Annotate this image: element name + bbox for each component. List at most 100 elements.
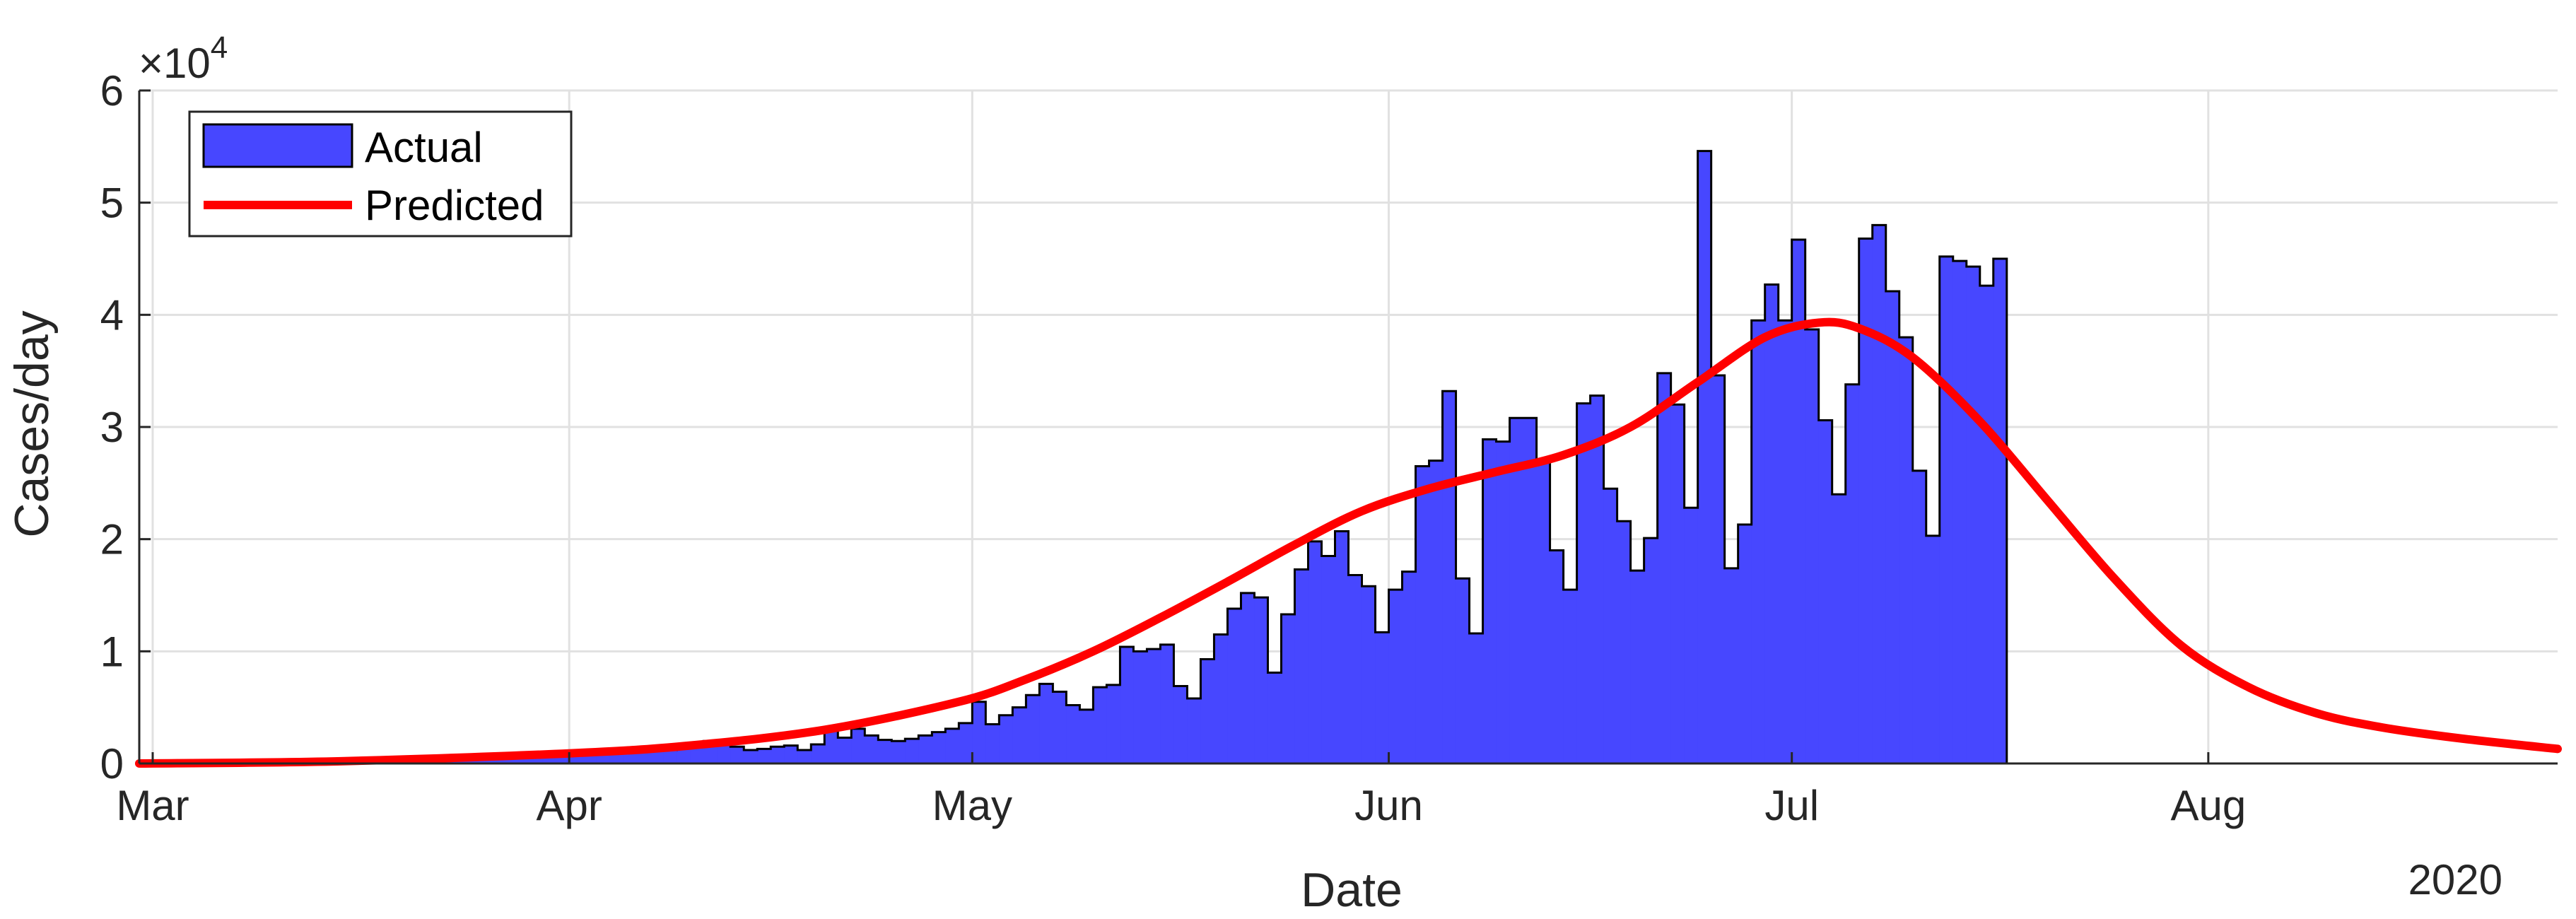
actual-bar <box>1429 460 1444 763</box>
y-tick-label: 3 <box>100 404 124 451</box>
predicted-series <box>135 317 2562 768</box>
actual-bar <box>1563 590 1578 763</box>
actual-bar <box>1764 284 1779 763</box>
actual-bar <box>797 749 812 763</box>
y-exponent-power: 4 <box>211 30 228 65</box>
actual-bar <box>1160 644 1175 763</box>
actual-bar <box>999 715 1013 763</box>
actual-bar <box>1362 586 1376 763</box>
y-axis-label: Cases/day <box>5 310 59 537</box>
actual-bar <box>1697 151 1712 763</box>
actual-bar <box>1200 659 1215 763</box>
actual-bar <box>663 749 677 763</box>
actual-bar <box>1617 521 1632 763</box>
y-tick-label: 2 <box>100 516 124 563</box>
actual-bar <box>1456 578 1470 763</box>
actual-bar <box>1308 541 1323 763</box>
actual-bar <box>891 741 906 763</box>
actual-bar <box>1147 649 1161 763</box>
actual-bar <box>972 701 986 763</box>
actual-bar <box>1093 687 1107 763</box>
actual-bar <box>1241 592 1255 763</box>
actual-bar <box>1791 240 1806 763</box>
actual-bar <box>1885 291 1900 764</box>
actual-bar <box>717 743 731 763</box>
actual-bar <box>1603 488 1618 763</box>
x-axis-label: Date <box>1301 863 1403 917</box>
actual-bar <box>1106 684 1121 763</box>
actual-bar <box>1657 373 1672 763</box>
actual-bar <box>1711 375 1726 763</box>
y-tick-label: 1 <box>100 628 124 675</box>
legend-swatch-actual <box>202 123 353 168</box>
actual-bar <box>1644 538 1658 763</box>
actual-bar <box>1778 320 1793 763</box>
year-label: 2020 <box>2408 856 2502 903</box>
actual-bar <box>1026 695 1040 763</box>
legend-label-actual: Actual <box>365 124 483 171</box>
actual-bar <box>811 744 825 763</box>
actual-bar <box>744 749 758 763</box>
actual-bar <box>1133 651 1148 763</box>
actual-bar <box>1751 320 1766 763</box>
x-tick-label: Apr <box>536 782 602 829</box>
actual-bar <box>838 737 852 763</box>
actual-bar <box>771 747 785 763</box>
actual-bar <box>1012 707 1026 763</box>
actual-bar <box>1173 686 1188 763</box>
actual-bar <box>1939 256 1954 763</box>
actual-bar <box>1630 570 1645 763</box>
actual-bar <box>1079 709 1094 763</box>
svg-text:×104: ×104 <box>139 30 228 87</box>
y-tick-label: 5 <box>100 180 124 227</box>
actual-bar <box>1724 568 1739 763</box>
actual-bar <box>1415 466 1430 763</box>
actual-bar <box>1281 614 1296 763</box>
actual-bar <box>1858 238 1873 763</box>
actual-bar <box>1469 633 1484 763</box>
y-tick-label: 0 <box>100 740 124 788</box>
actual-bar <box>1899 337 1914 764</box>
actual-bar <box>1348 575 1363 763</box>
actual-bar <box>1966 267 1981 763</box>
x-tick-label: Mar <box>116 782 189 829</box>
actual-bar <box>1482 439 1497 763</box>
x-tick-label: Jul <box>1764 782 1819 829</box>
actual-bar <box>1388 590 1403 763</box>
actual-bar <box>1321 556 1336 763</box>
actual-bar <box>1294 569 1309 763</box>
x-tick-label: Aug <box>2170 782 2246 829</box>
actual-bar <box>1039 684 1053 763</box>
actual-bar <box>878 739 892 763</box>
tick-labels: 0 1 2 3 4 5 6 Mar Apr May Jun Jul Aug <box>100 67 2247 829</box>
actual-bar <box>757 749 771 763</box>
actual-bar <box>1523 418 1538 763</box>
actual-bar <box>1335 531 1350 763</box>
actual-bar <box>1254 597 1269 763</box>
actual-bar <box>1576 403 1591 763</box>
y-tick-label: 4 <box>100 291 124 339</box>
actual-bar <box>1496 441 1511 763</box>
actual-bar <box>1227 609 1242 763</box>
actual-bar <box>932 732 946 763</box>
axes <box>138 89 2558 765</box>
actual-bar <box>1536 459 1551 763</box>
actual-bar <box>1832 494 1846 763</box>
actual-bar <box>1872 225 1887 763</box>
actual-bar <box>1912 470 1927 763</box>
actual-bar <box>1187 698 1202 763</box>
actual-bar <box>824 730 838 763</box>
actual-bar <box>1979 286 1994 764</box>
actual-bar <box>1818 420 1833 763</box>
actual-bar <box>905 739 919 763</box>
actual-bar <box>918 735 932 763</box>
legend: Actual Predicted <box>188 110 573 238</box>
actual-bar <box>1684 508 1699 763</box>
y-exponent-base: ×10 <box>139 40 211 87</box>
x-tick-label: May <box>932 782 1012 829</box>
actual-bar <box>1550 550 1564 763</box>
actual-bar <box>945 728 959 763</box>
y-exponent-label: ×104 <box>139 30 228 87</box>
actual-bar <box>865 735 879 763</box>
